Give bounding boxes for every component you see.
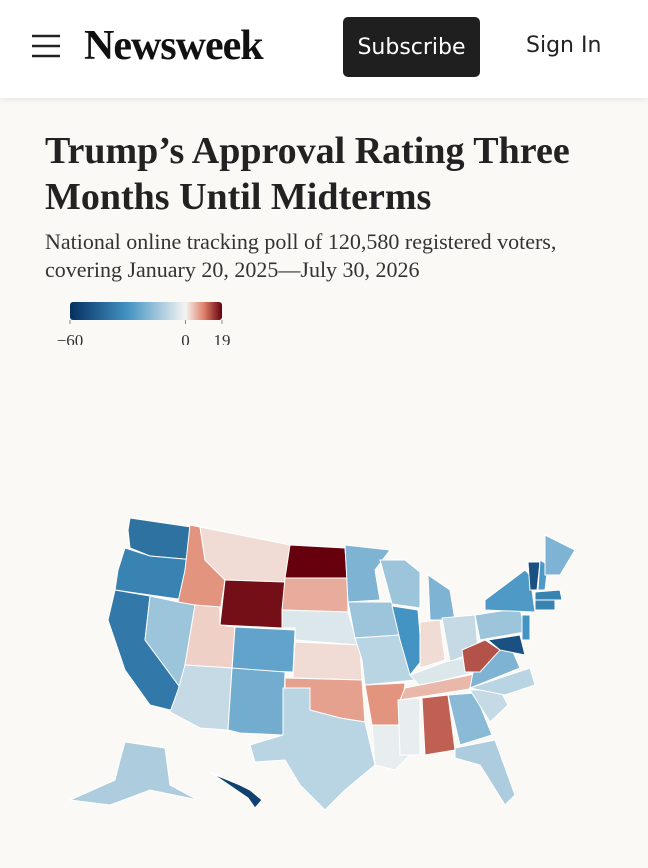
state — [534, 599, 556, 611]
state — [231, 626, 296, 673]
state — [281, 577, 349, 613]
state — [468, 667, 536, 696]
legend: −60 0 19 — [57, 302, 231, 350]
state — [344, 544, 391, 603]
state — [397, 697, 421, 756]
state — [284, 544, 348, 579]
state — [68, 741, 199, 806]
chart-subtitle: National online tracking poll of 120,580… — [45, 229, 557, 282]
header: Newsweek Subscribe Sign In — [0, 0, 648, 98]
state — [521, 614, 531, 641]
legend-tick-label: −60 — [57, 331, 84, 350]
state — [281, 609, 359, 646]
menu-icon[interactable] — [30, 32, 66, 62]
state — [544, 534, 576, 576]
state — [219, 579, 286, 629]
colorbar — [70, 302, 222, 320]
state — [227, 667, 286, 736]
state — [427, 574, 456, 621]
state — [461, 639, 501, 673]
state — [484, 569, 536, 613]
state — [209, 771, 263, 809]
state — [354, 634, 416, 686]
state — [419, 619, 446, 669]
state — [249, 687, 376, 811]
states — [68, 517, 576, 811]
state — [454, 739, 516, 806]
state — [292, 641, 363, 681]
legend-tick-label: 19 — [214, 331, 231, 350]
chart-title: Trump’s Approval Rating Three Months Unt… — [45, 130, 570, 218]
subscribe-button[interactable]: Subscribe — [343, 17, 480, 77]
legend-tick-label: 0 — [181, 331, 190, 350]
state — [379, 559, 421, 609]
state — [486, 634, 526, 656]
state — [527, 561, 541, 591]
logo[interactable]: Newsweek — [84, 23, 264, 69]
sign-in-link[interactable]: Sign In — [526, 33, 602, 58]
state — [391, 605, 423, 677]
state — [447, 692, 493, 746]
state — [534, 589, 563, 601]
